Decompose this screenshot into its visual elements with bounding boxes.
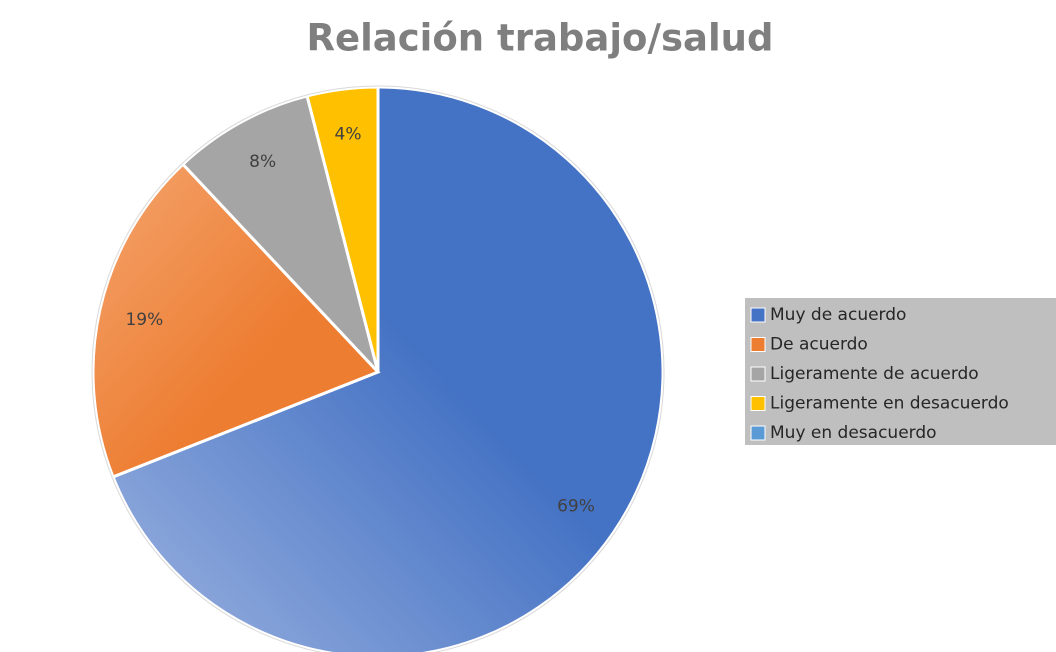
data-label: 4% <box>335 124 362 144</box>
legend-box <box>745 298 1056 445</box>
pie-slice <box>91 162 381 479</box>
pie-slice <box>111 85 665 652</box>
pie-slice <box>305 85 380 373</box>
data-label: 8% <box>249 152 276 172</box>
data-label: 19% <box>125 310 163 330</box>
legend-swatch <box>750 396 766 411</box>
legend-label: Ligeramente en desacuerdo <box>770 394 1009 414</box>
legend-label: Muy en desacuerdo <box>770 423 937 443</box>
pie-slice <box>180 94 380 374</box>
legend-label: Muy de acuerdo <box>770 305 906 325</box>
legend-swatch <box>750 425 766 441</box>
legend-swatch <box>750 366 766 382</box>
pie-outline <box>91 85 665 652</box>
legend-label: Ligeramente de acuerdo <box>770 364 979 384</box>
legend-swatch <box>750 337 766 352</box>
data-label: 69% <box>557 497 595 517</box>
chart-title: Relación trabajo/salud <box>307 17 774 60</box>
legend-swatch <box>750 307 766 323</box>
legend-label: De acuerdo <box>770 335 868 355</box>
